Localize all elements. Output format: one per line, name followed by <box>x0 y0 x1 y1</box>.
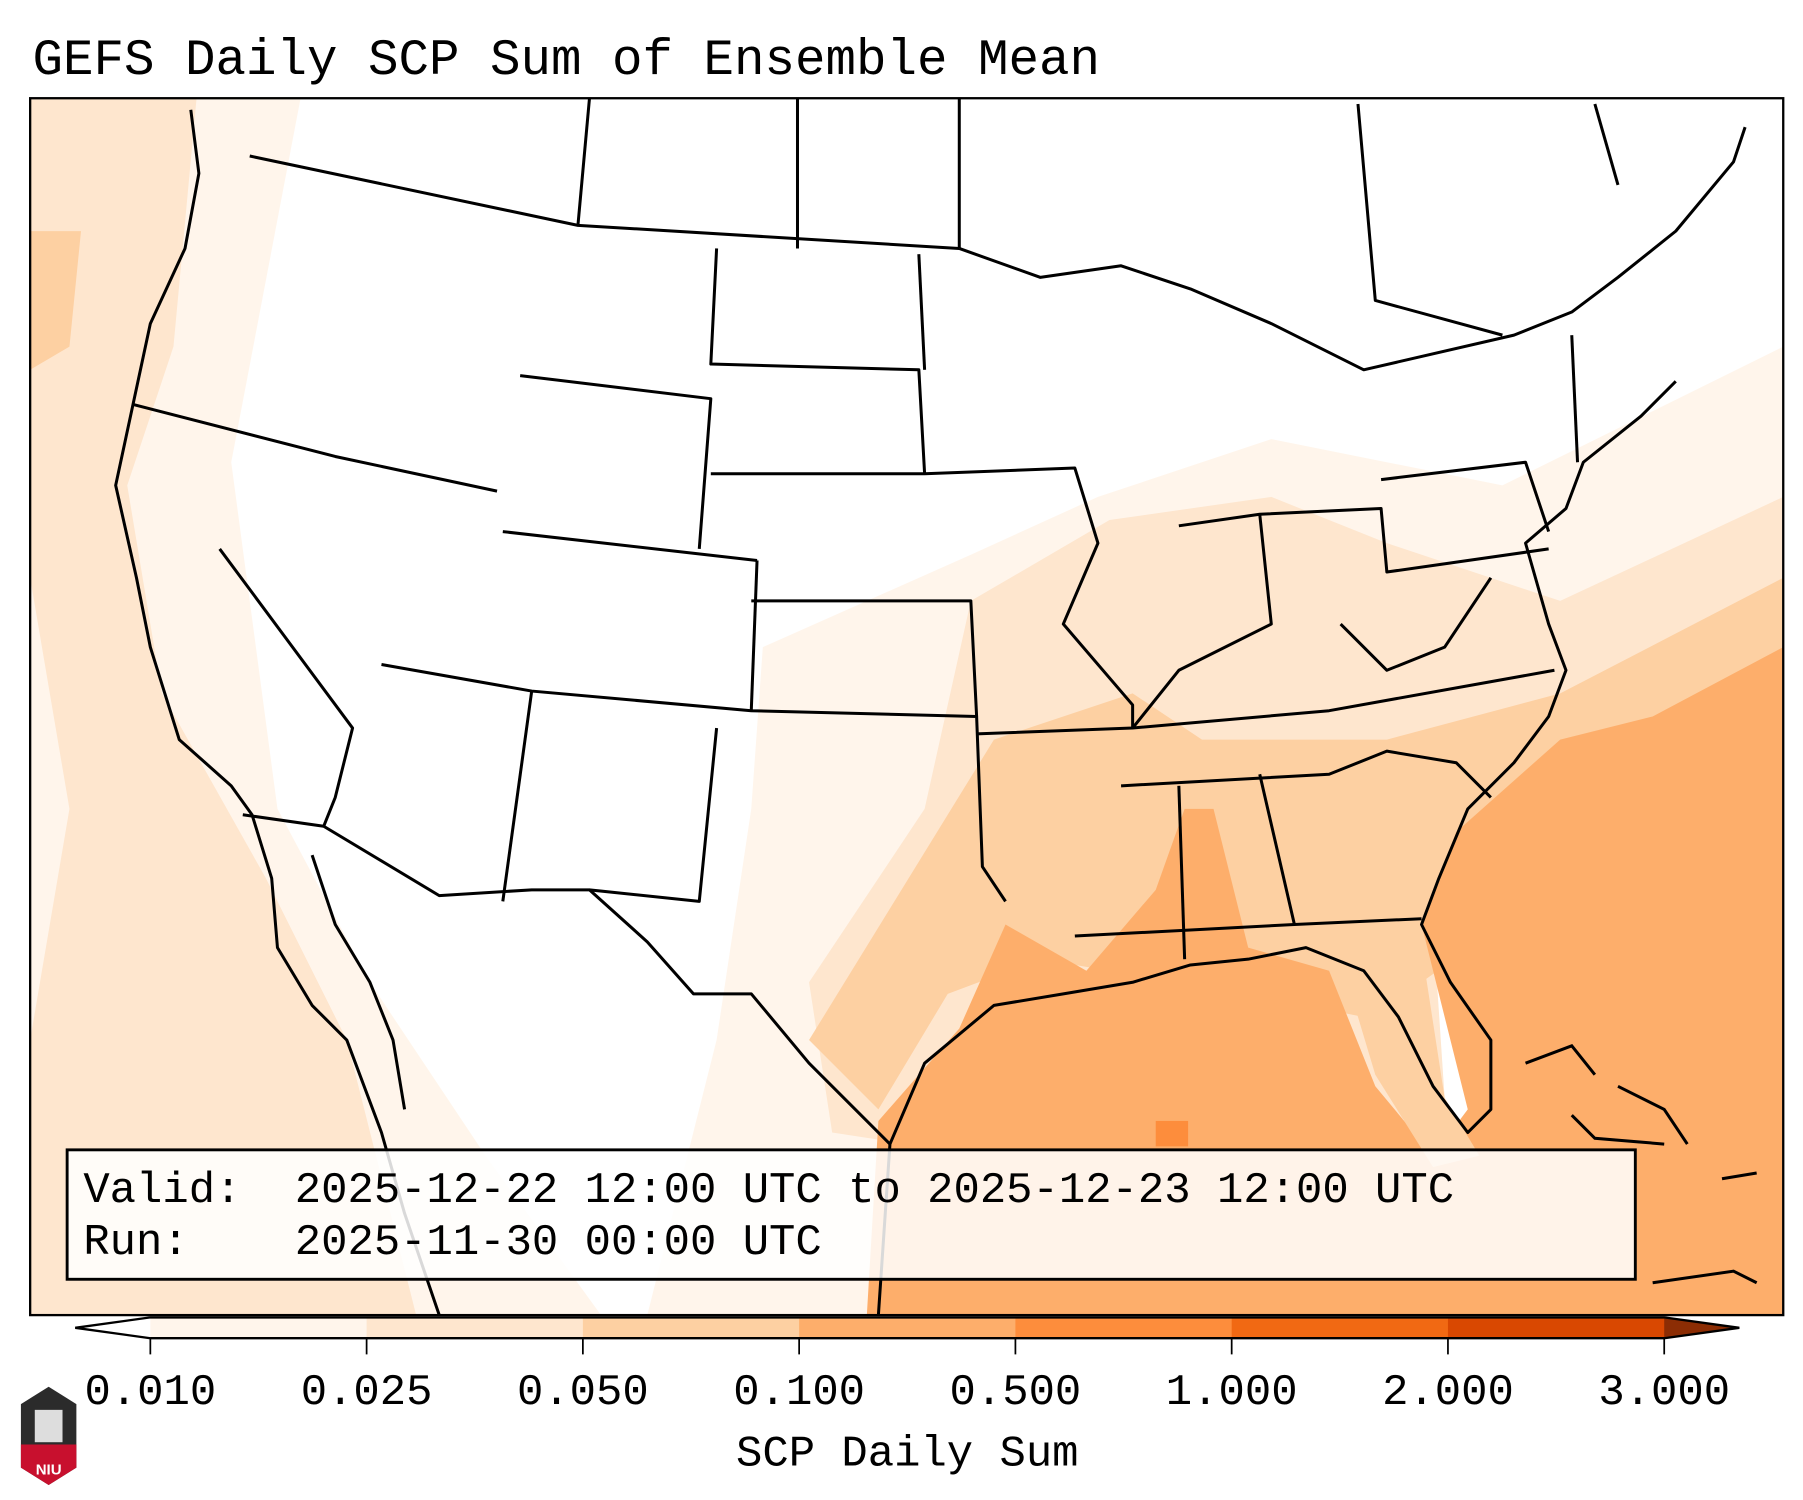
colorbar-segment <box>366 1317 584 1339</box>
colorbar-over-arrow <box>1664 1317 1740 1339</box>
colorbar-tick-label: 0.025 <box>301 1368 433 1418</box>
colorbar-tick-label: 0.500 <box>950 1368 1082 1418</box>
shading-pacific-mid <box>30 231 82 370</box>
colorbar-tick-label: 0.100 <box>733 1368 865 1418</box>
colorbar-segment <box>1231 1317 1449 1339</box>
colorbar-tick-label: 0.010 <box>84 1368 216 1418</box>
colorbar-segment <box>582 1317 800 1339</box>
run-value: 2025-11-30 00:00 UTC <box>295 1218 822 1268</box>
shading-southeast-mid <box>809 577 1784 1110</box>
run-label: Run: <box>83 1218 188 1268</box>
valid-label: Valid: <box>83 1166 241 1216</box>
colorbar: 0.010 0.025 0.050 0.100 0.500 1.000 2.000 3.000 <box>75 1316 1740 1418</box>
colorbar-segment <box>799 1317 1016 1339</box>
valid-value: 2025-12-22 12:00 UTC to 2025-12-23 12:00… <box>295 1166 1454 1216</box>
map-panel: Valid: 2025-12-22 12:00 UTC to 2025-12-2… <box>29 97 1785 1317</box>
info-box: Valid: 2025-12-22 12:00 UTC to 2025-12-2… <box>65 1148 1637 1281</box>
shading-southeast-land <box>1340 947 1480 1168</box>
colorbar-segment <box>150 1317 368 1339</box>
colorbar-under-arrow <box>75 1317 151 1339</box>
colorbar-tick-label: 2.000 <box>1382 1368 1514 1418</box>
colorbar-tick-label: 1.000 <box>1166 1368 1298 1418</box>
colorbar-segment <box>1015 1317 1233 1339</box>
niu-logo: NIU <box>20 1386 77 1485</box>
caribbean-islands <box>1525 1044 1758 1285</box>
map-frame <box>29 97 1785 1317</box>
colorbar-tick-label: 0.050 <box>517 1368 649 1418</box>
shading-gulf-max <box>1155 1120 1189 1147</box>
logo-text: NIU <box>36 1462 62 1479</box>
colorbar-tick-label: 3.000 <box>1598 1368 1730 1418</box>
colorbar-label: SCP Daily Sum <box>736 1429 1079 1479</box>
figure-title: GEFS Daily SCP Sum of Ensemble Mean <box>32 33 1100 90</box>
coastlines-and-borders <box>114 98 1747 1316</box>
shading-gulf-atlantic <box>866 647 1784 1316</box>
colorbar-segment <box>1447 1317 1665 1339</box>
